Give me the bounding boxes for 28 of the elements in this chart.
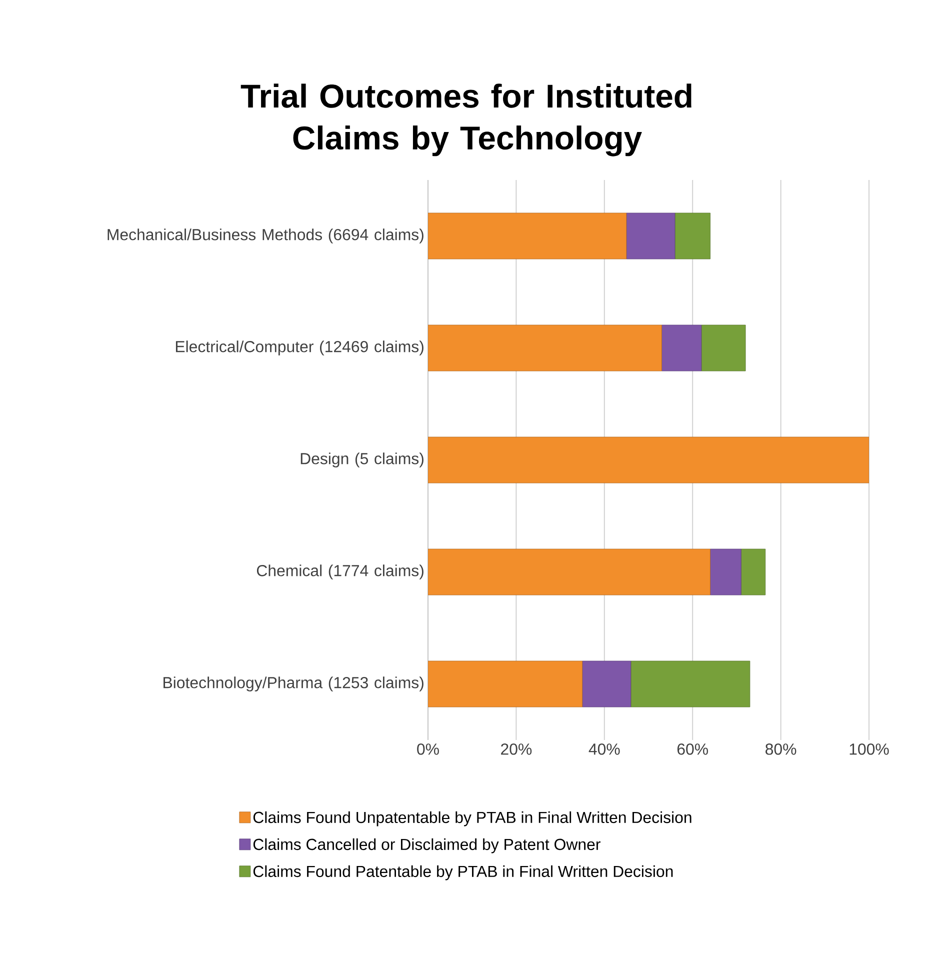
bar	[662, 324, 702, 372]
y-tick-label: Biotechnology/Pharma (1253 claims)	[164, 676, 424, 692]
x-tick-label: 40%	[588, 744, 620, 755]
bar	[428, 436, 869, 484]
y-tick-label: Chemical (1774 claims)	[256, 564, 424, 580]
legend-label: Claims Cancelled or Disclaimed by Patent Owner	[253, 838, 600, 854]
x-tick-label: 80%	[766, 744, 796, 755]
y-tick-label: Design (5 claims)	[300, 452, 424, 468]
x-tick-label: 20%	[501, 744, 532, 755]
legend-label: Claims Found Unpatentable by PTAB in Final Written Decision	[253, 811, 692, 826]
bar	[428, 324, 662, 372]
bar	[740, 548, 766, 596]
bar	[701, 324, 746, 372]
legend-label: Claims Found Patentable by PTAB in Final Written Decision	[253, 865, 673, 880]
bar	[674, 212, 710, 260]
x-tick-label: 100%	[850, 744, 889, 755]
bar	[428, 660, 583, 708]
chart-title: Trial Outcomes for Instituted Claims by Technology	[240, 84, 692, 156]
x-tick-label: 60%	[677, 744, 708, 755]
y-tick-label: Electrical/Computer (12469 claims)	[176, 340, 424, 356]
y-tick-label: Mechanical/Business Methods (6694 claims)	[108, 228, 424, 244]
bar	[428, 548, 710, 596]
bar	[710, 548, 742, 596]
bar	[626, 212, 676, 260]
bar	[582, 660, 632, 708]
x-tick-label: 0%	[417, 744, 439, 755]
bar	[630, 660, 750, 708]
bar	[428, 212, 627, 260]
